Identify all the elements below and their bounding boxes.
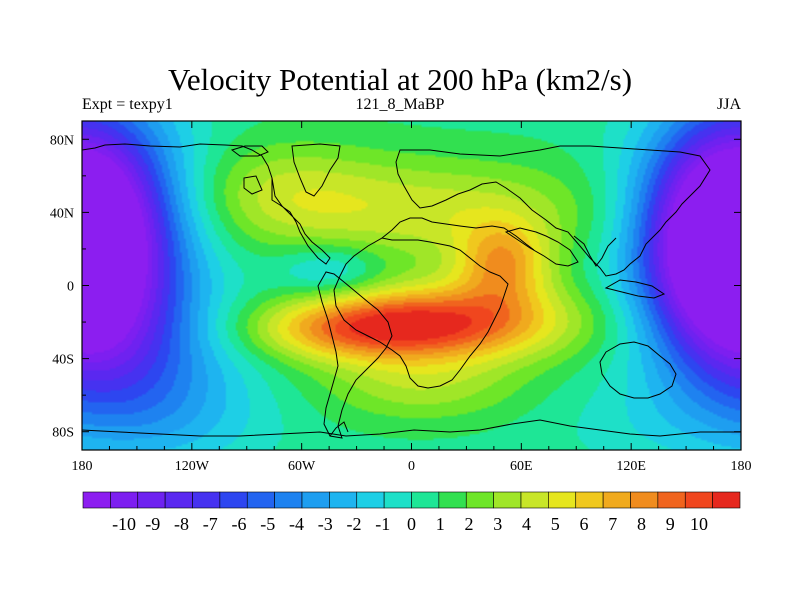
coastline-india [573,235,617,267]
coastline-africa [333,237,509,389]
colorbar-label: 1 [436,514,445,534]
y-tick-label: 80N [50,133,74,148]
coastline-arabia [504,227,579,267]
chart-title: Velocity Potential at 200 hPa (km2/s) [167,62,633,97]
colorbar-label: 4 [522,514,531,534]
colorbar-swatch [246,491,275,509]
coastline-south-america [317,271,393,439]
coastline-indonesia [604,279,666,299]
coastline-arctic-islands [230,145,269,195]
y-tick-label: 0 [67,280,74,295]
y-tick-label: 80S [52,426,74,441]
colorbar-swatch [684,491,713,509]
x-tick-label: 0 [408,459,415,474]
coastlines [82,143,741,439]
colorbar-label: -4 [289,514,304,534]
colorbar-swatch [356,491,385,509]
colorbar-swatch [329,491,358,509]
colorbar-label: -5 [260,514,275,534]
coastline-antarctic-peninsula [329,421,349,437]
coastline-north-america [82,143,331,265]
period-label: 121_8_MaBP [355,96,445,113]
colorbar-label: 5 [551,514,560,534]
map-axes: 180 120W 60W 0 60E 120E 180 80N 40N 0 40S 80S [50,121,752,474]
colorbar-swatch [630,491,659,509]
colorbar-swatch [465,491,494,509]
colorbar-label: -7 [203,514,218,534]
colorbar-swatch [137,491,166,509]
experiment-label: Expt = texpy1 [82,96,173,113]
colorbar-label: 0 [407,514,416,534]
colorbar-swatch [712,491,741,509]
colorbar-label: -6 [232,514,247,534]
colorbar-swatch [657,491,686,509]
x-tick-label: 60E [510,459,533,474]
x-tick-label: 180 [731,459,752,474]
colorbar-label: 9 [666,514,675,534]
coastline-eurasia [395,145,711,277]
contour-fill-image [82,121,741,450]
colorbar-swatch [164,491,193,509]
y-tick-label: 40S [52,353,74,368]
coastline-australia [599,341,677,399]
colorbar-swatch [274,491,303,509]
colorbar-swatch [82,491,111,509]
colorbar-label: -8 [174,514,189,534]
colorbar-swatch [438,491,467,509]
season-label: JJA [716,96,741,113]
coastline-europe [381,217,535,251]
colorbar-label: -3 [318,514,333,534]
x-tick-label: 180 [72,459,93,474]
colorbar-swatch [548,491,577,509]
colorbar-label: 2 [464,514,473,534]
colorbar-swatch [301,491,330,509]
colorbar-swatch [411,491,440,509]
colorbar-swatch [493,491,522,509]
colorbar-label: -1 [375,514,390,534]
velocity-potential-field [82,121,741,450]
colorbar-label: -10 [112,514,136,534]
x-tick-label: 120E [616,459,646,474]
coastline-greenland [291,143,341,197]
x-tick-label: 60W [288,459,316,474]
colorbar-label: -9 [145,514,160,534]
x-tick-label: 120W [175,459,210,474]
colorbar: -10 -9 -8 -7 -6 -5 -4 -3 -2 -1 0 1 2 3 4 5 6 7 8 9 10 [82,491,741,534]
colorbar-label: 8 [637,514,646,534]
coastline-antarctica [82,419,741,437]
colorbar-label: 6 [579,514,588,534]
colorbar-swatch [383,491,412,509]
colorbar-label: -2 [347,514,362,534]
colorbar-swatch [110,491,139,509]
colorbar-swatch [192,491,221,509]
colorbar-label: 10 [690,514,708,534]
y-tick-label: 40N [50,206,74,221]
colorbar-swatch [520,491,549,509]
colorbar-swatch [602,491,631,509]
colorbar-label: 7 [608,514,617,534]
colorbar-swatch [575,491,604,509]
colorbar-label: 3 [493,514,502,534]
colorbar-swatch [219,491,248,509]
